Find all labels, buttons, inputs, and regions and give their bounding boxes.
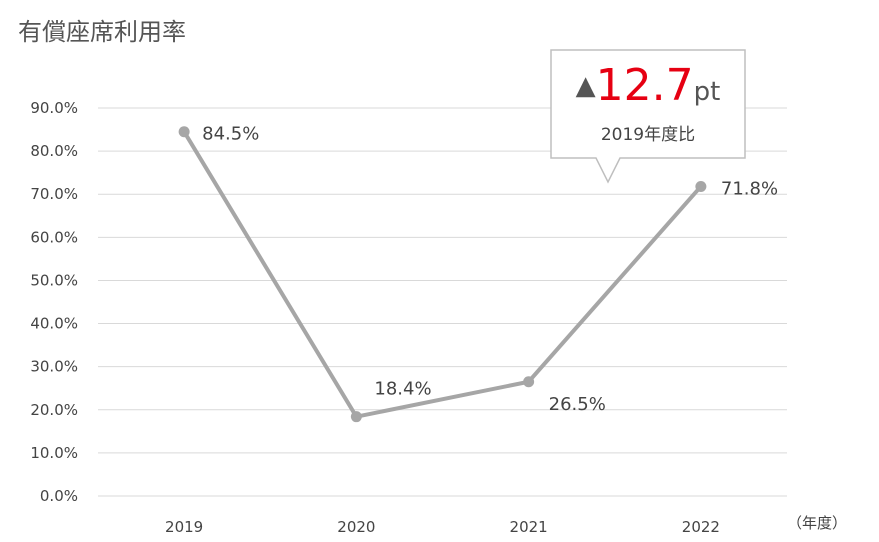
y-tick-label: 80.0%: [30, 142, 78, 160]
up-triangle-icon: ▲: [575, 71, 596, 101]
data-label: 71.8%: [721, 178, 778, 199]
x-axis-unit-label: （年度）: [787, 514, 847, 532]
y-tick-label: 70.0%: [30, 185, 78, 203]
data-points: [178, 126, 707, 423]
y-tick-label: 30.0%: [30, 358, 78, 376]
x-tick-label: 2019: [165, 518, 203, 536]
data-label: 84.5%: [202, 124, 259, 145]
y-tick-label: 90.0%: [30, 99, 78, 117]
data-label: 18.4%: [374, 379, 431, 400]
y-tick-label: 0.0%: [40, 487, 78, 505]
data-point: [523, 376, 535, 388]
callout-main-value: ▲12.7pt: [551, 60, 745, 118]
callout-value: 12.7: [595, 60, 694, 111]
data-point: [350, 411, 362, 423]
callout-box: [550, 49, 746, 184]
y-tick-label: 20.0%: [30, 401, 78, 419]
callout-subtitle: 2019年度比: [600, 125, 696, 145]
y-tick-label: 50.0%: [30, 271, 78, 289]
y-tick-label: 10.0%: [30, 444, 78, 462]
data-point: [178, 126, 190, 138]
x-tick-label: 2020: [337, 518, 375, 536]
grid-lines: [98, 107, 787, 497]
y-axis-ticks: 0.0% 10.0% 20.0% 30.0% 40.0% 50.0% 60.0% 70.0% 8…: [30, 99, 78, 505]
page-title: 有償座席利用率: [18, 18, 186, 46]
data-point: [695, 180, 707, 192]
y-tick-label: 60.0%: [30, 228, 78, 246]
x-axis-ticks: 2019 2020 2021 2022: [165, 518, 720, 536]
callout-unit: pt: [693, 77, 721, 107]
series-line: [182, 130, 703, 419]
x-tick-label: 2021: [510, 518, 548, 536]
callout: ▲12.7pt 2019年度比: [551, 60, 745, 145]
y-tick-label: 40.0%: [30, 315, 78, 333]
data-labels: 84.5% 18.4% 26.5% 71.8%: [202, 124, 778, 415]
data-label: 26.5%: [549, 394, 606, 415]
series-polyline: [182, 130, 703, 419]
x-tick-label: 2022: [682, 518, 720, 536]
